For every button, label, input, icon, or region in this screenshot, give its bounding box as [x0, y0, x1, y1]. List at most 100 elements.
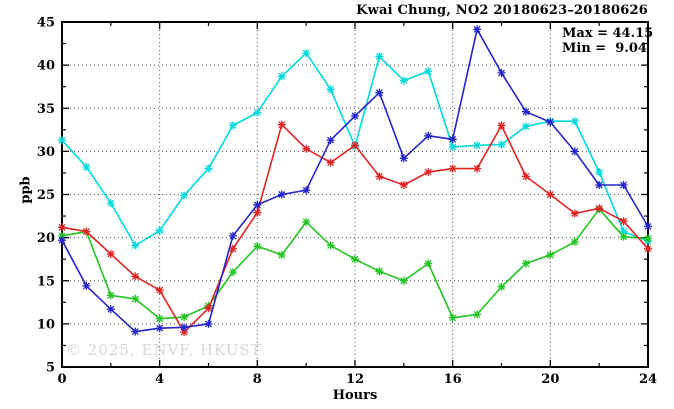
data-point-marker: [82, 162, 91, 171]
data-point-marker: [375, 88, 384, 97]
data-point-marker: [351, 112, 359, 120]
x-tick-label-12: 12: [346, 372, 364, 387]
data-point-marker: [204, 164, 213, 173]
series-red-line: [61, 123, 649, 334]
data-point-marker: [82, 227, 91, 236]
data-point-marker: [180, 323, 189, 332]
min-annotation: Min = 9.04: [562, 41, 647, 56]
data-point-marker: [106, 199, 115, 208]
data-point-marker: [521, 259, 530, 268]
data-point-marker: [546, 250, 555, 259]
data-point-marker: [58, 236, 66, 245]
x-tick-label-24: 24: [639, 372, 657, 387]
series-red-markers: [58, 120, 652, 337]
data-point-marker: [253, 200, 262, 209]
data-point-marker: [155, 324, 164, 333]
data-point-marker: [155, 314, 164, 323]
y-tick-label-40: 40: [37, 59, 55, 74]
data-point-marker: [302, 144, 311, 153]
y-axis-label: ppb: [18, 176, 34, 204]
y-tick-label-35: 35: [37, 102, 55, 117]
data-point-marker: [155, 226, 164, 235]
data-point-marker: [253, 108, 262, 117]
data-point-marker: [448, 135, 457, 144]
data-point-marker: [106, 250, 115, 258]
data-point-marker: [424, 259, 433, 268]
x-tick-label-4: 4: [155, 372, 164, 387]
data-point-marker: [473, 310, 482, 319]
data-point-marker: [448, 143, 457, 152]
data-point-marker: [570, 147, 579, 156]
data-point-marker: [644, 222, 652, 231]
data-point-marker: [277, 250, 286, 259]
chart-title: Kwai Chung, NO2 20180623–20180626: [356, 3, 648, 18]
data-point-marker: [326, 136, 335, 145]
data-point-marker: [497, 68, 506, 77]
data-point-marker: [570, 117, 579, 126]
data-point-marker: [302, 49, 311, 58]
data-point-marker: [326, 158, 335, 167]
data-point-marker: [277, 190, 286, 199]
data-point-marker: [570, 209, 579, 218]
data-point-marker: [375, 52, 384, 61]
data-point-marker: [131, 327, 140, 336]
series-green-markers: [58, 205, 652, 323]
data-point-marker: [228, 244, 237, 253]
x-tick-label-8: 8: [253, 372, 262, 387]
data-point-marker: [546, 190, 555, 199]
data-point-marker: [58, 223, 66, 232]
data-point-marker: [58, 136, 66, 145]
data-point-marker: [399, 181, 408, 189]
data-point-marker: [644, 234, 652, 243]
y-tick-label-15: 15: [37, 274, 55, 289]
data-point-marker: [448, 164, 457, 173]
data-point-marker: [326, 241, 335, 250]
data-point-marker: [521, 122, 530, 131]
data-point-marker: [521, 107, 530, 116]
data-point-marker: [399, 276, 408, 285]
data-point-marker: [448, 313, 457, 322]
y-tick-label-30: 30: [37, 145, 55, 160]
watermark: © 2025, ENVF, HKUST: [66, 341, 262, 359]
data-point-marker: [351, 255, 359, 264]
data-point-marker: [228, 231, 237, 240]
data-point-marker: [521, 172, 530, 181]
data-point-marker: [546, 118, 555, 127]
series-blue-markers: [58, 25, 652, 336]
data-point-marker: [375, 172, 384, 181]
data-point-marker: [375, 267, 384, 276]
data-point-marker: [619, 217, 628, 226]
data-point-marker: [131, 241, 140, 250]
data-point-marker: [595, 181, 604, 189]
data-point-marker: [277, 120, 286, 129]
y-tick-label-45: 45: [37, 16, 55, 31]
data-point-marker: [497, 140, 506, 149]
x-tick-label-20: 20: [541, 372, 559, 387]
y-tick-label-25: 25: [37, 188, 55, 203]
data-point-marker: [82, 281, 91, 290]
data-point-marker: [131, 272, 140, 281]
data-point-marker: [302, 218, 311, 227]
data-point-marker: [204, 319, 213, 328]
data-point-marker: [473, 164, 482, 173]
data-point-marker: [619, 181, 628, 189]
data-point-marker: [351, 141, 359, 150]
data-point-marker: [619, 232, 628, 241]
y-tick-label-10: 10: [37, 317, 55, 332]
data-point-marker: [228, 121, 237, 130]
data-point-marker: [253, 208, 262, 217]
data-point-marker: [644, 244, 652, 253]
max-annotation: Max = 44.15: [562, 26, 654, 41]
data-point-marker: [497, 121, 506, 130]
x-axis-label: Hours: [332, 388, 378, 403]
data-point-marker: [595, 204, 604, 213]
data-point-marker: [180, 328, 189, 337]
x-tick-label-0: 0: [57, 372, 66, 387]
data-point-marker: [58, 231, 66, 240]
data-point-marker: [180, 313, 189, 321]
data-point-marker: [302, 186, 311, 195]
data-point-marker: [155, 286, 164, 295]
data-point-marker: [473, 25, 482, 34]
data-point-marker: [277, 72, 286, 81]
